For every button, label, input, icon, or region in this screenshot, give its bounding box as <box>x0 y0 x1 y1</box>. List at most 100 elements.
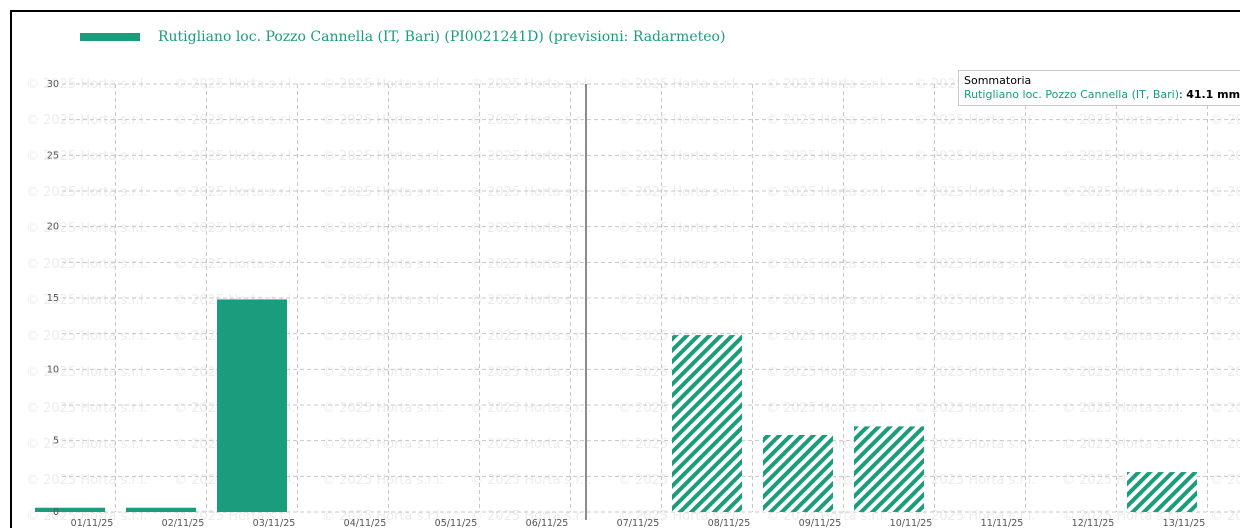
watermark-text: © 2025 Horta s.r.l. <box>766 185 888 200</box>
watermark-text: © 2025 Horta s.r.l. <box>322 77 444 92</box>
watermark-text: © 2025 Horta s.r.l. <box>766 365 888 380</box>
watermark-text: © 2025 Horta s.r.l. <box>1210 293 1240 308</box>
watermark-text: © 2025 Horta s.r.l. <box>1062 365 1184 380</box>
watermark-text: © 2025 Horta s.r.l. <box>26 509 148 524</box>
watermark-text: © 2025 Horta s.r.l. <box>1210 149 1240 164</box>
watermark-text: © 2025 Horta s.r.l. <box>322 113 444 128</box>
sum-tooltip: Sommatoria Rutigliano loc. Pozzo Cannell… <box>958 70 1240 106</box>
watermark-text: © 2025 Horta s.r.l. <box>322 473 444 488</box>
x-tick-label: 04/11/25 <box>344 518 387 528</box>
watermark-text: © 2025 Horta s.r.l. <box>914 473 1036 488</box>
watermark-text: © 2025 Horta s.r.l. <box>174 257 296 272</box>
watermark-text: © 2025 Horta s.r.l. <box>26 221 148 236</box>
x-tick-label: 10/11/25 <box>890 518 933 528</box>
watermark-text: © 2025 Horta s.r.l. <box>1210 185 1240 200</box>
tooltip-title: Sommatoria <box>964 74 1032 87</box>
watermark-text: © 2025 Horta s.r.l. <box>470 437 592 452</box>
watermark-text: © 2025 Horta s.r.l. <box>26 257 148 272</box>
watermark-text: © 2025 Horta s.r.l. <box>26 437 148 452</box>
bar-layer <box>35 299 1197 512</box>
watermark-text: © 2025 Horta s.r.l. <box>174 185 296 200</box>
watermark-text: © 2025 Horta s.r.l. <box>766 257 888 272</box>
tooltip-series-label: Rutigliano loc. Pozzo Cannella (IT, Bari… <box>964 88 1179 101</box>
watermark-text: © 2025 Horta s.r.l. <box>322 437 444 452</box>
watermark-text: © 2025 Horta s.r.l. <box>1062 221 1184 236</box>
watermark-text: © 2025 Horta s.r.l. <box>914 401 1036 416</box>
watermark-text: © 2025 Horta s.r.l. <box>1210 365 1240 380</box>
watermark-text: © 2025 Horta s.r.l. <box>322 329 444 344</box>
watermark-text: © 2025 Horta s.r.l. <box>26 293 148 308</box>
x-tick-label: 12/11/25 <box>1072 518 1115 528</box>
bar-08/11/25[interactable] <box>672 335 742 512</box>
watermark-text: © 2025 Horta s.r.l. <box>26 329 148 344</box>
watermark-text: © 2025 Horta s.r.l. <box>26 365 148 380</box>
bar-03/11/25[interactable] <box>217 299 287 512</box>
watermark-text: © 2025 Horta s.r.l. <box>766 509 888 524</box>
watermark-text: © 2025 Horta s.r.l. <box>766 149 888 164</box>
watermark-text: © 2025 Horta s.r.l. <box>914 437 1036 452</box>
bar-09/11/25[interactable] <box>763 434 833 512</box>
y-tick-label: 0 <box>53 507 59 518</box>
watermark-text: © 2025 Horta s.r.l. <box>766 293 888 308</box>
watermark-text: © 2025 Horta s.r.l. <box>26 185 148 200</box>
watermark-text: © 2025 Horta s.r.l. <box>322 293 444 308</box>
watermark-text: © 2025 Horta s.r.l. <box>914 365 1036 380</box>
watermark-text: © 2025 Horta s.r.l. <box>618 509 740 524</box>
watermark-text: © 2025 Horta s.r.l. <box>1062 437 1184 452</box>
watermark-text: © 2025 Horta s.r.l. <box>618 221 740 236</box>
watermark-text: © 2025 Horta s.r.l. <box>174 77 296 92</box>
watermark-text: © 2025 Horta s.r.l. <box>914 185 1036 200</box>
x-tick-label: 03/11/25 <box>253 518 296 528</box>
watermark-text: © 2025 Horta s.r.l. <box>1210 509 1240 524</box>
watermark-text: © 2025 Horta s.r.l. <box>1210 221 1240 236</box>
watermark-text: © 2025 Horta s.r.l. <box>470 473 592 488</box>
watermark-text: © 2025 Horta s.r.l. <box>322 221 444 236</box>
watermark-text: © 2025 Horta s.r.l. <box>322 365 444 380</box>
watermark-text: © 2025 Horta s.r.l. <box>1062 185 1184 200</box>
watermark-text: © 2025 Horta s.r.l. <box>174 509 296 524</box>
watermark-text: © 2025 Horta s.r.l. <box>470 185 592 200</box>
watermark-text: © 2025 Horta s.r.l. <box>26 473 148 488</box>
x-tick-label: 01/11/25 <box>71 518 114 528</box>
watermark-text: © 2025 Horta s.r.l. <box>26 149 148 164</box>
watermark-text: © 2025 Horta s.r.l. <box>470 329 592 344</box>
legend-swatch <box>80 33 140 41</box>
watermark-text: © 2025 Horta s.r.l. <box>1210 401 1240 416</box>
watermark-text: © 2025 Horta s.r.l. <box>26 113 148 128</box>
watermark-text: © 2025 Horta s.r.l. <box>618 149 740 164</box>
watermark-text: © 2025 Horta s.r.l. <box>174 221 296 236</box>
watermark-text: © 2025 Horta s.r.l. <box>1062 149 1184 164</box>
bar-13/11/25[interactable] <box>1127 472 1197 512</box>
watermark-text: © 2025 Horta s.r.l. <box>322 149 444 164</box>
watermark-text: © 2025 Horta s.r.l. <box>470 365 592 380</box>
watermark-text: © 2025 Horta s.r.l. <box>470 293 592 308</box>
bar-02/11/25[interactable] <box>126 507 196 512</box>
watermark-text: © 2025 Horta s.r.l. <box>1062 509 1184 524</box>
watermark-text: © 2025 Horta s.r.l. <box>618 293 740 308</box>
watermark-text: © 2025 Horta s.r.l. <box>1210 437 1240 452</box>
x-tick-label: 13/11/25 <box>1163 518 1206 528</box>
watermark-text: © 2025 Horta s.r.l. <box>1062 113 1184 128</box>
x-tick-label: 09/11/25 <box>799 518 842 528</box>
watermark-text: © 2025 Horta s.r.l. <box>618 113 740 128</box>
x-tick-label: 02/11/25 <box>162 518 205 528</box>
watermark-text: © 2025 Horta s.r.l. <box>914 149 1036 164</box>
watermark-text: © 2025 Horta s.r.l. <box>470 149 592 164</box>
bar-01/11/25[interactable] <box>35 507 105 512</box>
legend-label[interactable]: Rutigliano loc. Pozzo Cannella (IT, Bari… <box>158 29 726 45</box>
watermark-text: © 2025 Horta s.r.l. <box>1210 473 1240 488</box>
watermark-text: © 2025 Horta s.r.l. <box>322 185 444 200</box>
bar-10/11/25[interactable] <box>854 426 924 512</box>
y-tick-label: 5 <box>53 436 59 447</box>
watermark-text: © 2025 Horta s.r.l. <box>322 509 444 524</box>
watermark-text: © 2025 Horta s.r.l. <box>618 257 740 272</box>
watermark-text: © 2025 Horta s.r.l. <box>914 113 1036 128</box>
watermark-text: © 2025 Horta s.r.l. <box>322 401 444 416</box>
watermark-text: © 2025 Horta s.r.l. <box>766 221 888 236</box>
watermark-text: © 2025 Horta s.r.l. <box>914 257 1036 272</box>
watermark-text: © 2025 Horta s.r.l. <box>1062 293 1184 308</box>
y-tick-label: 15 <box>47 293 59 304</box>
tooltip-separator: : <box>1178 88 1187 101</box>
y-tick-label: 20 <box>47 222 59 233</box>
chart-legend[interactable]: Rutigliano loc. Pozzo Cannella (IT, Bari… <box>80 28 725 46</box>
